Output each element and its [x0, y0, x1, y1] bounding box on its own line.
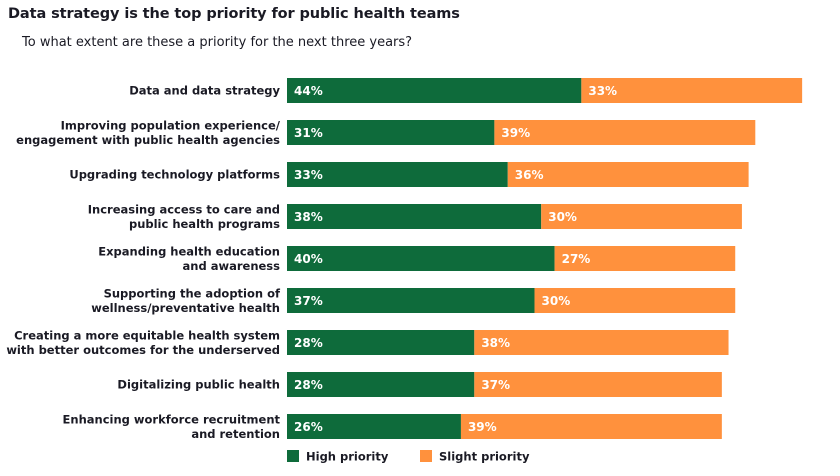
- data-label: 30%: [548, 210, 577, 224]
- data-label: 44%: [294, 84, 323, 98]
- data-label: 28%: [294, 336, 323, 350]
- data-label: 37%: [481, 378, 510, 392]
- data-label: 38%: [294, 210, 323, 224]
- bar-high-priority: [287, 414, 461, 439]
- bar-slight-priority: [581, 78, 803, 103]
- bar-slight-priority: [507, 162, 749, 187]
- bar-high-priority: [287, 372, 475, 397]
- data-label: 31%: [294, 126, 323, 140]
- category-label: Expanding health education and awareness: [98, 244, 280, 273]
- bar-slight-priority: [534, 288, 736, 313]
- legend-label: Slight priority: [439, 450, 530, 464]
- data-label: 38%: [481, 336, 510, 350]
- legend-label: High priority: [306, 450, 389, 464]
- data-label: 40%: [294, 252, 323, 266]
- data-label: 39%: [501, 126, 530, 140]
- category-label: Digitalizing public health: [117, 378, 280, 392]
- bar-high-priority: [287, 330, 475, 355]
- data-label: 37%: [294, 294, 323, 308]
- bar-high-priority: [287, 204, 542, 229]
- category-label: Data and data strategy: [129, 84, 280, 98]
- legend-swatch: [287, 450, 299, 462]
- chart-title: Data strategy is the top priority for pu…: [8, 6, 460, 22]
- bar-high-priority: [287, 120, 495, 145]
- data-label: 27%: [562, 252, 591, 266]
- category-label: Increasing access to care and public heal…: [88, 202, 280, 231]
- data-label: 39%: [468, 420, 497, 434]
- data-label: 33%: [294, 168, 323, 182]
- bar-slight-priority: [541, 204, 742, 229]
- bar-slight-priority: [554, 246, 736, 271]
- category-label: Creating a more equitable health system w…: [6, 328, 280, 357]
- data-label: 28%: [294, 378, 323, 392]
- bar-high-priority: [287, 246, 555, 271]
- data-label: 33%: [588, 84, 617, 98]
- bar-high-priority: [287, 78, 582, 103]
- legend-swatch: [420, 450, 432, 462]
- data-label: 26%: [294, 420, 323, 434]
- chart-subtitle: To what extent are these a priority for …: [22, 35, 413, 50]
- bar-slight-priority: [494, 120, 756, 145]
- category-label: Improving population experience/engageme…: [16, 118, 281, 147]
- bar-high-priority: [287, 288, 535, 313]
- category-label: Upgrading technology platforms: [69, 168, 280, 182]
- bar-high-priority: [287, 162, 508, 187]
- data-label: 30%: [542, 294, 571, 308]
- bar-slight-priority: [474, 330, 729, 355]
- bar-slight-priority: [460, 414, 722, 439]
- bar-slight-priority: [474, 372, 722, 397]
- category-label: Supporting the adoption of wellness/preve…: [91, 286, 281, 315]
- data-label: 36%: [515, 168, 544, 182]
- category-label: Enhancing workforce recruitment and reten…: [63, 412, 281, 441]
